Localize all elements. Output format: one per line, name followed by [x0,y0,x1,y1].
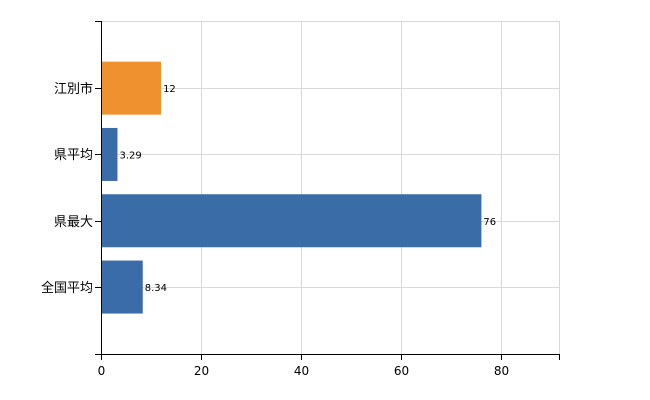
bar-3 [102,260,143,314]
bar-2 [102,194,482,248]
x-tick-label-0: 0 [98,364,106,378]
category-label-3: 全国平均 [41,280,93,296]
data-label-2: 76 [483,217,496,228]
category-label-0: 江別市 [54,81,93,97]
x-tick-label-4: 80 [494,364,509,378]
data-label-3: 8.34 [145,283,167,294]
x-tick-label-3: 60 [394,364,409,378]
data-label-0: 12 [163,84,176,95]
category-label-1: 県平均 [54,148,93,163]
bar-1 [102,127,118,181]
x-tick-label-2: 40 [294,364,309,378]
category-label-2: 県最大 [54,215,93,230]
x-tick-label-1: 20 [194,364,209,378]
bar-0 [102,61,162,115]
data-label-1: 3.29 [119,150,141,161]
